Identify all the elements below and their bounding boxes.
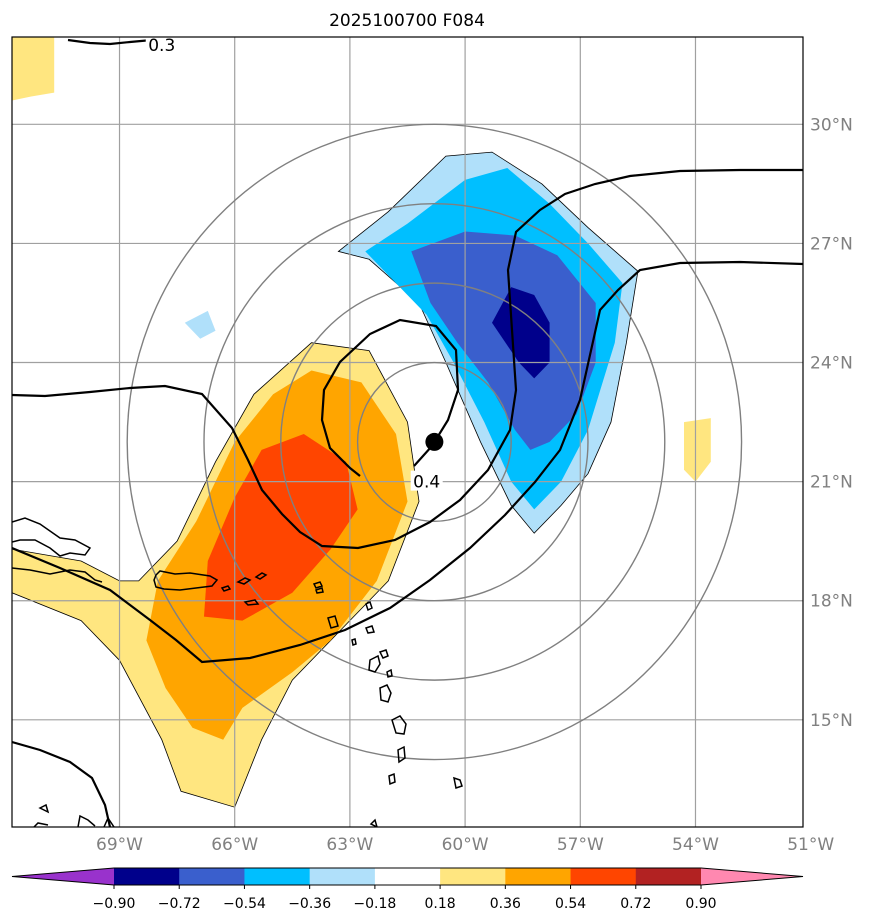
contour-label-1: 0.4 <box>413 473 440 493</box>
contour-label-bg-0 <box>145 37 178 54</box>
colorbar-label-6: 0.36 <box>490 896 521 912</box>
gridlines <box>12 37 803 827</box>
colorbar-segment-2 <box>244 868 311 885</box>
contour-western <box>12 168 803 550</box>
colorbar-segment-6 <box>505 868 572 885</box>
colorbar-extend-min <box>12 868 114 885</box>
contour-label-bg-1 <box>410 470 443 491</box>
storm-center-marker <box>425 432 444 451</box>
shaded-region-1 <box>12 37 55 101</box>
range-ring-1 <box>280 282 589 602</box>
colorbar-label-7: 0.54 <box>555 896 586 912</box>
virgin-islands-coast <box>220 572 268 606</box>
y-tick-label-2: 21°N <box>810 473 853 493</box>
colorbar-label-3: −0.36 <box>288 896 331 912</box>
y-tick-label-1: 18°N <box>810 592 853 612</box>
range-ring-0 <box>356 361 512 523</box>
y-tick-label-3: 24°N <box>810 354 853 374</box>
colorbar-label-5: 0.18 <box>425 896 456 912</box>
colorbar-segment-1 <box>179 868 245 885</box>
colorbar-label-9: 0.90 <box>685 896 716 912</box>
shaded-fields <box>12 37 711 808</box>
range-ring-3 <box>126 123 743 761</box>
colorbar-extend-max <box>701 868 803 885</box>
x-tick-label-0: 69°W <box>96 835 143 855</box>
shaded-region-2 <box>684 418 711 482</box>
colorbar-label-0: −0.90 <box>93 896 136 912</box>
colorbar-label-2: −0.54 <box>223 896 266 912</box>
hispaniola-south-coast <box>12 567 103 583</box>
colorbar-tick-labels: −0.90 −0.72 −0.54 −0.36 −0.18 0.18 0.36 0.54 0.7… <box>93 885 717 912</box>
y-axis-tick-labels: 15°N 18°N 21°N 24°N 27°N 30°N <box>810 115 853 730</box>
colorbar-label-1: −0.72 <box>158 896 201 912</box>
colorbar-segment-8 <box>635 868 702 885</box>
x-tick-label-1: 66°W <box>211 835 258 855</box>
contour-southern <box>12 260 803 664</box>
colorbar-segment-0 <box>114 868 180 885</box>
colorbar-label-8: 0.72 <box>620 896 651 912</box>
colorbar-segment-4 <box>374 868 441 885</box>
range-rings <box>126 123 743 761</box>
x-tick-label-6: 51°W <box>787 835 834 855</box>
x-tick-label-2: 63°W <box>326 835 373 855</box>
puerto-rico-coast <box>153 570 219 591</box>
shaded-region-6 <box>184 310 216 339</box>
colorbar-segment-7 <box>570 868 637 885</box>
map-frame <box>11 36 804 828</box>
contour-04-inner <box>320 318 460 477</box>
x-axis-tick-labels: 69°W 66°W 63°W 60°W 57°W 54°W 51°W <box>96 835 834 855</box>
range-ring-2 <box>203 203 666 681</box>
x-tick-label-4: 57°W <box>557 835 604 855</box>
map-area: 0.3 0.4 <box>12 36 803 827</box>
shaded-region-8 <box>411 231 596 450</box>
colorbar-label-4: −0.18 <box>353 896 396 912</box>
contour-lower-left <box>12 740 112 827</box>
hispaniola-coast <box>12 517 92 557</box>
contour-labels: 0.3 0.4 <box>145 36 443 493</box>
y-tick-label-0: 15°N <box>810 711 853 731</box>
contour-label-0: 0.3 <box>148 36 175 56</box>
y-tick-label-5: 30°N <box>810 115 853 135</box>
venezuela-coast <box>33 803 115 827</box>
colorbar-segment-3 <box>309 868 376 885</box>
colorbar <box>11 867 804 886</box>
x-tick-label-5: 54°W <box>672 835 719 855</box>
chart-title: 2025100700 F084 <box>329 11 485 31</box>
colorbar-segment-5 <box>440 868 506 885</box>
y-tick-label-4: 27°N <box>810 234 853 254</box>
x-tick-label-3: 60°W <box>442 835 489 855</box>
shaded-region-9 <box>492 287 550 379</box>
mslp-contours <box>12 38 803 827</box>
leeward-islands-coast <box>312 581 463 827</box>
contour-03-top <box>67 38 153 46</box>
coastlines <box>12 517 463 827</box>
